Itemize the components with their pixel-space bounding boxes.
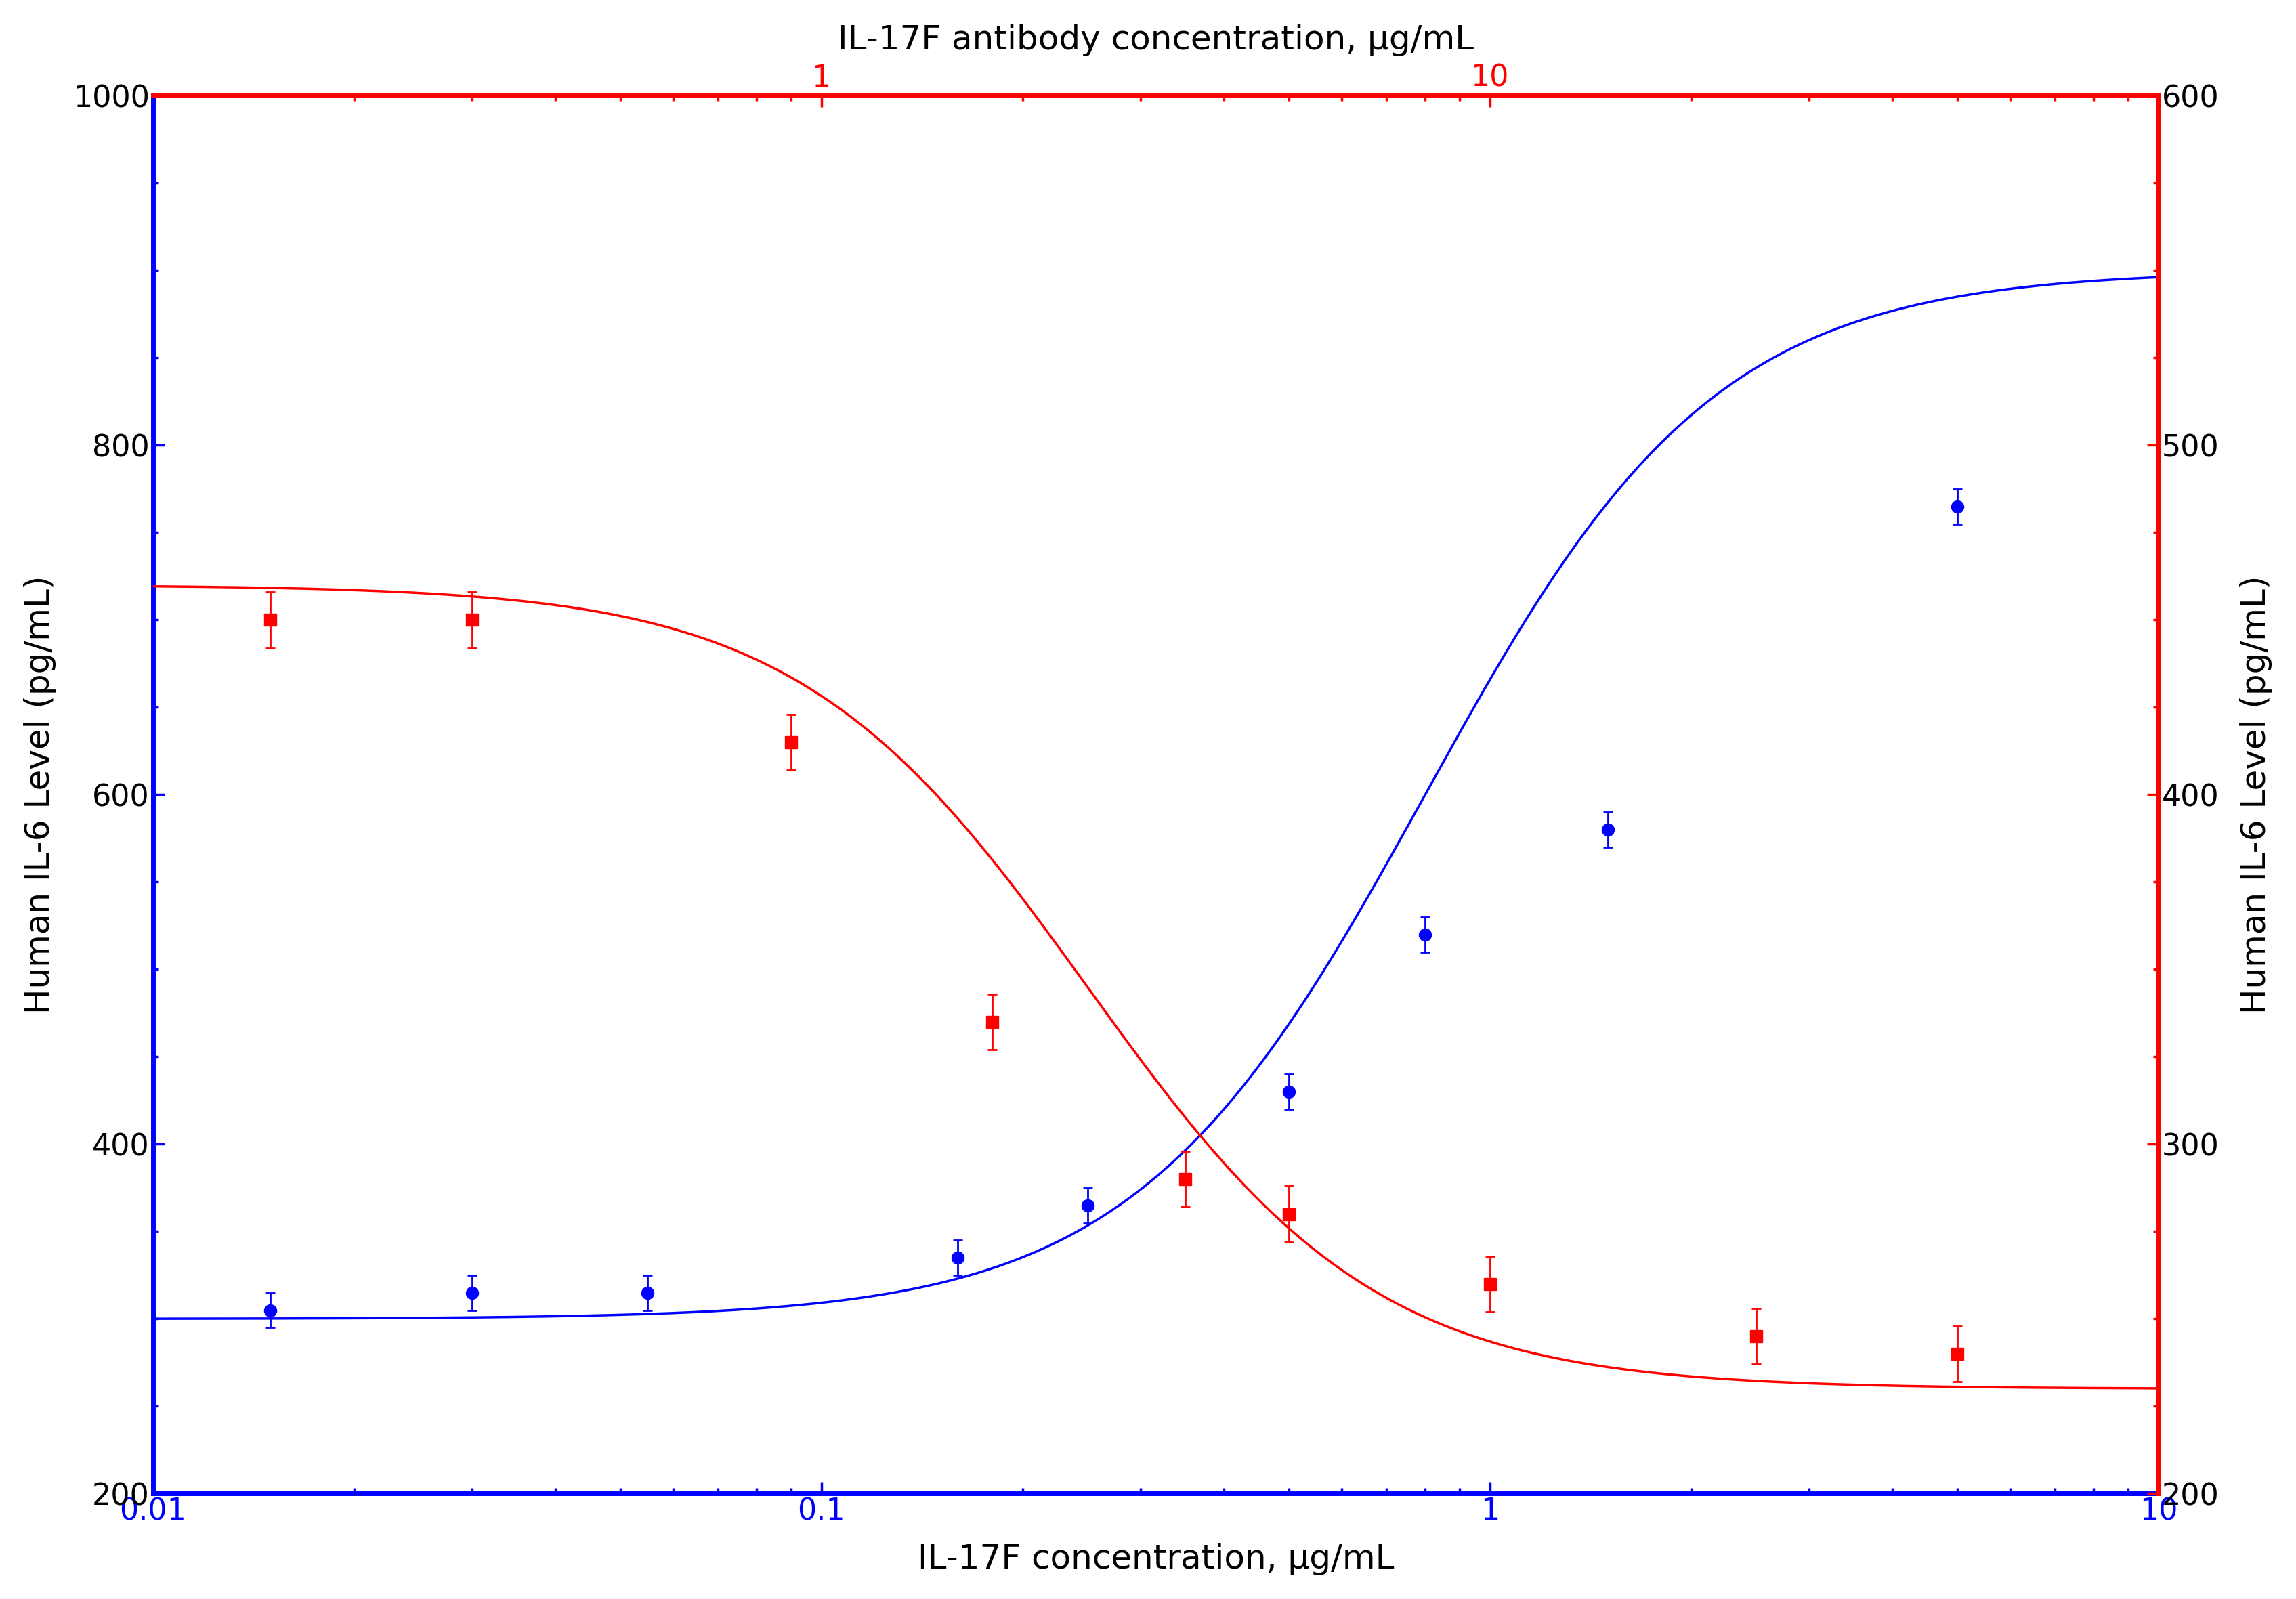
- X-axis label: IL-17F concentration, μg/mL: IL-17F concentration, μg/mL: [918, 1543, 1394, 1575]
- X-axis label: IL-17F antibody concentration, μg/mL: IL-17F antibody concentration, μg/mL: [838, 24, 1474, 56]
- Y-axis label: Human IL-6 Level (pg/mL): Human IL-6 Level (pg/mL): [2241, 576, 2273, 1014]
- Y-axis label: Human IL-6 Level (pg/mL): Human IL-6 Level (pg/mL): [23, 576, 55, 1014]
